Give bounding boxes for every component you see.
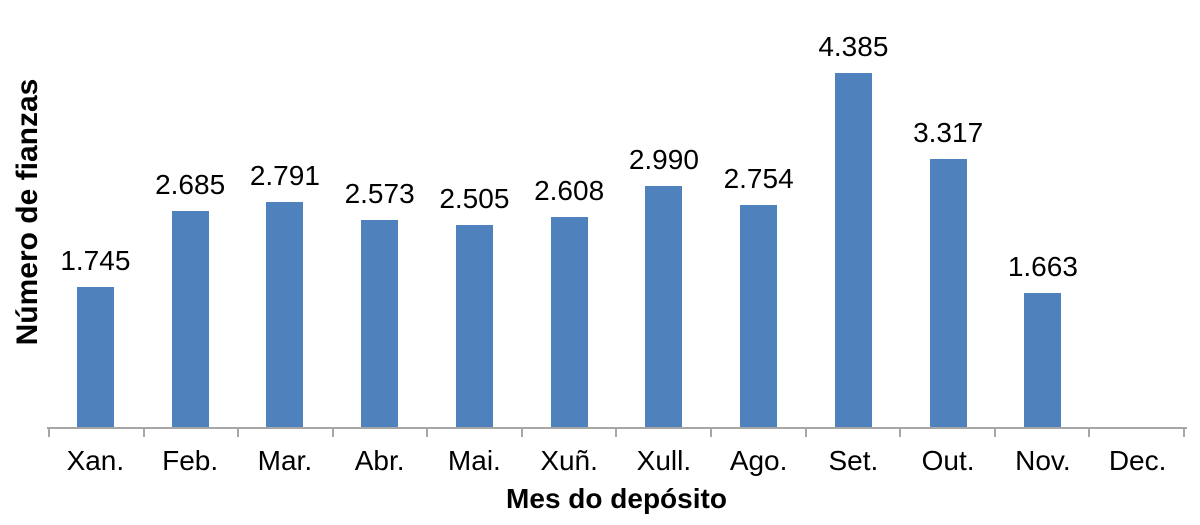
bar — [550, 217, 588, 428]
x-axis-tick — [615, 427, 710, 437]
bar — [1024, 293, 1062, 428]
x-axis-title: Mes do depósito — [506, 483, 727, 514]
x-tick-label: Set. — [828, 445, 879, 476]
x-axis-ticks — [48, 427, 1185, 437]
bar-cell: 2.608 — [522, 0, 617, 428]
bar-cell: 4.385 — [806, 0, 901, 428]
x-tick-label: Feb. — [162, 445, 219, 476]
x-axis-tick — [237, 427, 332, 437]
x-tick-label: Dec. — [1108, 445, 1167, 476]
x-tick-label: Nov. — [1015, 445, 1071, 476]
bar-cell: 2.754 — [711, 0, 806, 428]
bar-value-label: 1.745 — [60, 245, 131, 276]
bar-value-label: 2.505 — [439, 183, 510, 214]
y-axis-title: Número de fianzas — [11, 78, 44, 346]
bars-container: 1.745 2.685 2.791 2.573 2.505 2.608 2.990 2.754… — [48, 0, 1185, 428]
x-axis-tick — [710, 427, 805, 437]
x-axis-tick — [804, 427, 900, 437]
bar-cell: 2.685 — [143, 0, 238, 428]
bar-value-label: 4.385 — [818, 31, 889, 62]
x-tick-label: Out. — [921, 445, 975, 476]
x-axis-tick-labels: Xan. Feb. Mar. Abr. Mai. Xuñ. Xull. Ago. Set. Out… — [48, 444, 1185, 478]
bar — [929, 159, 967, 428]
bar — [171, 211, 209, 428]
x-axis-tick — [993, 427, 1089, 437]
bar-cell: 2.573 — [332, 0, 427, 428]
x-axis-tick — [426, 427, 521, 437]
x-axis-tick — [520, 427, 616, 437]
x-axis-tick — [48, 427, 143, 437]
x-tick-label: Xull. — [636, 445, 692, 476]
x-tick-label: Mai. — [447, 445, 501, 476]
bar-value-label: 2.990 — [628, 144, 699, 175]
bar-cell: 2.791 — [238, 0, 333, 428]
bar-cell — [1090, 0, 1185, 428]
bar-cell: 1.663 — [996, 0, 1091, 428]
x-tick-label: Xan. — [66, 445, 125, 476]
bar-cell: 2.505 — [427, 0, 522, 428]
x-tick-label: Ago. — [729, 445, 788, 476]
bar-cell: 3.317 — [901, 0, 996, 428]
bar-value-label: 2.573 — [344, 178, 415, 209]
bar-value-label: 2.685 — [155, 169, 226, 200]
bar-cell: 2.990 — [617, 0, 712, 428]
plot-area: 1.745 2.685 2.791 2.573 2.505 2.608 2.990 2.754… — [48, 0, 1185, 428]
x-tick-label: Xuñ. — [540, 445, 598, 476]
bar — [740, 205, 778, 428]
bar-value-label: 1.663 — [1007, 251, 1078, 282]
bar-value-label: 3.317 — [913, 117, 984, 148]
bar — [76, 287, 114, 428]
x-axis-tick — [331, 427, 427, 437]
bar-value-label: 2.791 — [249, 160, 320, 191]
x-tick-label: Abr. — [354, 445, 405, 476]
bar-value-label: 2.754 — [723, 163, 794, 194]
bar — [361, 220, 399, 428]
bar-cell: 1.745 — [48, 0, 143, 428]
bar — [834, 73, 872, 428]
x-tick-label: Mar. — [257, 445, 313, 476]
bar-value-label: 2.608 — [534, 175, 605, 206]
bar — [645, 186, 683, 428]
x-axis-tick — [899, 427, 994, 437]
bar — [455, 225, 493, 428]
x-axis-tick — [142, 427, 238, 437]
x-axis-tick — [1088, 427, 1183, 437]
bar — [266, 202, 304, 428]
